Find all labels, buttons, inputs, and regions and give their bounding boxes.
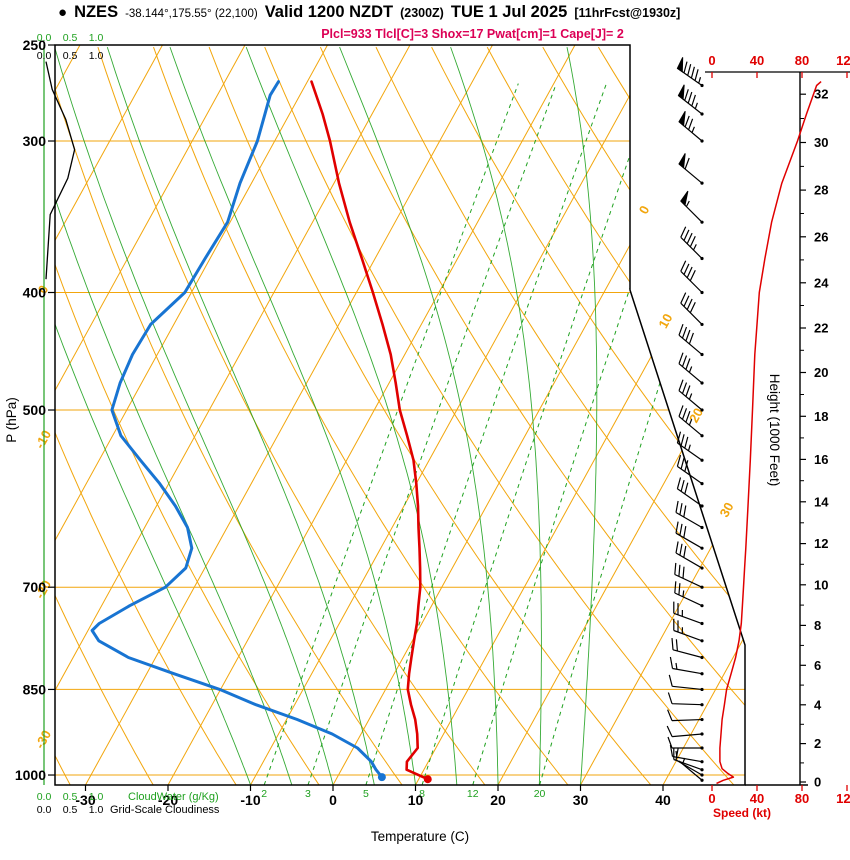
valid-time: Valid 1200 NZDT	[264, 3, 394, 21]
temperature-curve	[310, 80, 430, 781]
svg-text:1.0: 1.0	[89, 804, 104, 816]
svg-text:Temperature (C): Temperature (C)	[371, 829, 469, 844]
svg-text:6: 6	[814, 658, 821, 673]
svg-text:0.5: 0.5	[63, 50, 78, 62]
svg-text:300: 300	[23, 133, 47, 149]
isotherm-lines	[55, 45, 745, 785]
svg-text:32: 32	[814, 87, 828, 102]
svg-text:-10: -10	[240, 792, 260, 808]
svg-text:22: 22	[814, 320, 828, 335]
svg-text:14: 14	[814, 494, 829, 509]
svg-text:120: 120	[836, 53, 850, 68]
svg-text:3: 3	[305, 788, 311, 800]
svg-text:0: 0	[814, 774, 821, 789]
station-coords: -38.144°,175.55° (22,100)	[125, 8, 258, 20]
cloud-scales: 0.00.00.00.00.50.50.50.51.01.01.01.0Clou…	[37, 32, 220, 816]
stability-indices: Plcl=933 Tlcl[C]=3 Shox=17 Pwat[cm]=1 Ca…	[321, 27, 624, 41]
station-id: NZES	[74, 3, 119, 21]
svg-text:120: 120	[836, 791, 850, 806]
svg-text:24: 24	[814, 275, 829, 290]
pressure-axis: 250 300 400 500 700 850 1000 P (hPa)	[4, 37, 55, 783]
svg-text:0.0: 0.0	[37, 32, 52, 44]
svg-text:40: 40	[750, 791, 764, 806]
svg-text:10: 10	[408, 792, 424, 808]
svg-text:5: 5	[363, 788, 369, 800]
svg-text:0: 0	[636, 203, 653, 217]
svg-text:30: 30	[814, 135, 828, 150]
speed-curve	[716, 81, 822, 785]
svg-text:18: 18	[814, 409, 828, 424]
svg-text:-30: -30	[32, 728, 54, 752]
svg-text:400: 400	[23, 285, 47, 301]
cloudiness-curve	[45, 61, 76, 280]
dry-adiabats	[55, 46, 745, 785]
pressure-gridlines	[55, 140, 745, 776]
svg-text:1.0: 1.0	[89, 50, 104, 62]
mixing-ratio-labels: 2 3 5 8 12 20	[261, 788, 545, 800]
svg-text:30: 30	[573, 792, 589, 808]
svg-text:26: 26	[814, 229, 828, 244]
svg-text:0.5: 0.5	[63, 791, 78, 803]
svg-text:12: 12	[814, 536, 828, 551]
svg-text:0.0: 0.0	[37, 804, 52, 816]
chart-title: ● NZES -38.144°,175.55° (22,100) Valid 1…	[58, 3, 687, 22]
svg-text:28: 28	[814, 183, 828, 198]
svg-text:850: 850	[23, 681, 47, 697]
valid-date: TUE 1 Jul 2025	[450, 3, 568, 21]
svg-text:Speed (kt): Speed (kt)	[713, 806, 771, 820]
svg-text:40: 40	[750, 53, 764, 68]
moist-adiabats	[55, 46, 598, 785]
svg-text:10: 10	[814, 577, 828, 592]
svg-text:0: 0	[329, 792, 337, 808]
forecast-info: [11hrFcst@1930z]	[574, 6, 681, 20]
svg-text:2: 2	[814, 736, 821, 751]
svg-text:4: 4	[814, 697, 822, 712]
svg-text:16: 16	[814, 452, 828, 467]
svg-text:Grid-Scale Cloudiness: Grid-Scale Cloudiness	[110, 804, 220, 816]
svg-text:1.0: 1.0	[89, 791, 104, 803]
svg-text:0.5: 0.5	[63, 804, 78, 816]
svg-text:-20: -20	[158, 792, 178, 808]
svg-text:8: 8	[814, 618, 821, 633]
mixing-ratio-lines	[263, 83, 745, 785]
plot-border	[54, 44, 746, 786]
dewpoint-curve	[90, 80, 384, 779]
surface-markers	[377, 773, 432, 784]
svg-text:80: 80	[795, 53, 809, 68]
svg-text:12: 12	[467, 788, 479, 800]
svg-text:0: 0	[708, 791, 715, 806]
svg-text:30: 30	[717, 500, 737, 520]
svg-text:20: 20	[490, 792, 506, 808]
svg-text:700: 700	[23, 579, 47, 595]
svg-text:250: 250	[23, 37, 47, 53]
svg-text:8: 8	[419, 788, 425, 800]
svg-text:2: 2	[261, 788, 267, 800]
svg-text:20: 20	[814, 365, 828, 380]
svg-text:1.0: 1.0	[89, 32, 104, 44]
svg-text:20: 20	[534, 788, 546, 800]
svg-text:80: 80	[795, 791, 809, 806]
svg-text:0: 0	[708, 53, 715, 68]
svg-text:-30: -30	[75, 792, 95, 808]
svg-text:0.5: 0.5	[63, 32, 78, 44]
svg-text:1000: 1000	[15, 767, 46, 783]
svg-text:0.0: 0.0	[37, 791, 52, 803]
station-bullet-icon: ●	[58, 4, 68, 21]
svg-text:-10: -10	[32, 428, 54, 452]
wind-barb-column	[666, 57, 704, 782]
valid-zulu: (2300Z)	[400, 6, 444, 20]
svg-text:Height (1000 Feet): Height (1000 Feet)	[767, 374, 782, 487]
svg-text:0.0: 0.0	[37, 50, 52, 62]
svg-text:P (hPa): P (hPa)	[4, 397, 19, 443]
svg-text:500: 500	[23, 402, 47, 418]
temperature-axis: -30 -20 -10 0 10 20 30 40 Temperature (C)	[75, 785, 671, 844]
svg-text:10: 10	[655, 311, 675, 331]
svg-text:CloudWater (g/Kg): CloudWater (g/Kg)	[128, 791, 219, 803]
speed-axis: 0040408080120120Speed (kt)	[705, 53, 850, 820]
svg-text:40: 40	[655, 792, 671, 808]
